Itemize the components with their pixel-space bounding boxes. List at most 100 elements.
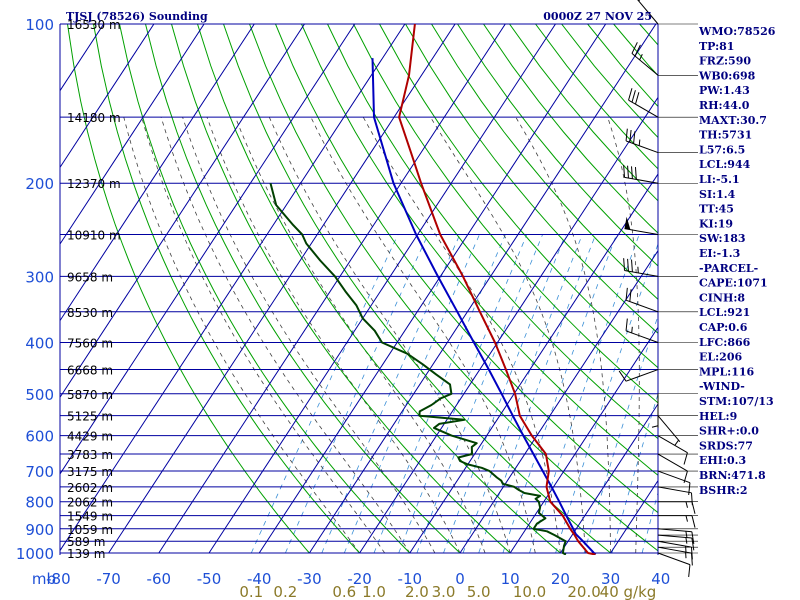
wind-barb <box>618 369 698 382</box>
wind-barb-flag <box>623 164 626 178</box>
mixing-ratio-tick-labels: 0.1 0.2 0.6 1.0 2.0 3.0 5.0 10.0 20.040 g/kg <box>239 583 656 600</box>
wind-barb-half-flag <box>674 439 679 446</box>
index-value: LCL:944 <box>699 158 751 171</box>
mixing-ratio-line <box>343 234 480 554</box>
mixing-ratio-line <box>583 314 658 554</box>
pressure-tick-label: 100 <box>25 16 54 34</box>
index-value: TH:5731 <box>699 129 752 142</box>
wind-barb-flag <box>633 131 636 144</box>
wind-barb-staff <box>657 486 692 494</box>
height-label: 5125 m <box>67 410 113 424</box>
temperature-tick-label: -50 <box>197 570 222 588</box>
wind-barb <box>623 164 698 184</box>
isotherm-line <box>60 24 305 399</box>
wind-barb-flag <box>618 370 627 382</box>
mixing-ratio-line <box>611 392 658 554</box>
index-value: SHR+:0.0 <box>699 425 759 438</box>
temperature-tick-label: 10 <box>501 570 520 588</box>
mixing-ratio-tick-label: 0.2 <box>273 583 297 600</box>
pressure-tick-label: 800 <box>25 494 54 512</box>
wind-barb-flag <box>683 452 688 465</box>
index-value: CINH:8 <box>699 291 745 304</box>
temperature-tick-label: 40 <box>651 570 670 588</box>
index-value: HEL:9 <box>699 410 737 423</box>
wind-barb-flag <box>688 564 691 577</box>
index-value: BRN:471.8 <box>699 469 766 482</box>
wind-barb-staff <box>631 53 659 76</box>
index-value: EL:206 <box>699 351 742 364</box>
parcel-line <box>371 58 597 555</box>
sounding-time: 0000Z 27 NOV 25 <box>543 10 652 23</box>
mixing-ratio-line <box>478 234 597 554</box>
wind-barb <box>637 0 698 25</box>
mixing-ratio-tick-label: 1.0 <box>362 583 386 600</box>
wind-barb <box>657 486 698 506</box>
temperature-tick-label: 0 <box>455 570 465 588</box>
dewpoint-trace <box>269 182 567 555</box>
height-label: 3175 m <box>67 465 113 479</box>
wind-barb-staff <box>625 369 659 382</box>
temperature-tick-label: -10 <box>398 570 423 588</box>
height-label: 16530 m <box>67 18 121 32</box>
pressure-tick-label: 600 <box>25 428 54 446</box>
pressure-tick-label: 300 <box>25 268 54 286</box>
height-label: 8530 m <box>67 306 113 320</box>
moist-adiabat-line <box>362 117 561 554</box>
isobars <box>59 23 659 555</box>
wind-barb-flag <box>691 531 695 545</box>
index-value: TT:45 <box>699 203 734 216</box>
mixing-ratio-line <box>321 234 461 554</box>
index-value: TP:81 <box>699 40 734 53</box>
wind-barb <box>628 88 698 118</box>
wind-barb-staff <box>628 99 659 118</box>
parcel-trace <box>371 58 597 555</box>
moist-adiabat-line <box>515 116 611 553</box>
pressure-tick-label: 700 <box>25 463 54 481</box>
dewpoint-line <box>269 182 567 555</box>
index-value: L57:6.5 <box>699 143 745 156</box>
wind-barb <box>624 216 698 236</box>
isotherm-line <box>208 24 556 554</box>
wind-barb-flag <box>688 482 691 496</box>
index-value: CAPE:1071 <box>699 277 768 290</box>
pressure-tick-label: 1000 <box>16 545 54 563</box>
temperature-tick-label: 30 <box>601 570 620 588</box>
index-value: SW:183 <box>699 232 746 245</box>
temperature-tick-labels: mb-80 -70 -60 -50 -40 -30 -20 -10 0 10 20 30 40 <box>32 570 670 588</box>
isotherm-line <box>359 96 658 554</box>
wind-barb-half-flag <box>685 501 688 508</box>
isotherm-line <box>158 24 506 554</box>
mixing-ratio-line <box>555 242 658 554</box>
isotherm-line <box>60 24 155 169</box>
wind-barb <box>657 435 698 465</box>
pressure-tick-label: 900 <box>25 521 54 539</box>
height-label: 9658 m <box>67 270 113 284</box>
station-title: TJSJ (78526) Sounding <box>66 10 208 23</box>
index-value: EI:-1.3 <box>699 247 740 260</box>
temperature-tick-label: mb <box>32 570 56 588</box>
mixing-ratio-tick-label: 10.0 <box>513 583 546 600</box>
index-value: CAP:0.6 <box>699 321 748 334</box>
wind-barb-flag <box>691 537 695 551</box>
wind-barb-staff <box>657 435 688 454</box>
index-value: RH:44.0 <box>699 99 750 112</box>
wind-barb-flag <box>628 88 633 101</box>
pressure-tick-label: 500 <box>25 386 54 404</box>
wind-barb <box>657 540 698 560</box>
mixing-ratio-tick-label: 0.1 <box>239 583 263 600</box>
moist-adiabat-line <box>268 117 511 554</box>
wind-barb-staff <box>625 140 659 154</box>
index-value: MPL:116 <box>699 365 755 378</box>
wind-barb-flag <box>690 547 693 560</box>
mixing-ratio-tick-label: 40 g/kg <box>600 583 657 600</box>
wind-barb-flag <box>625 287 628 301</box>
isotherm-line <box>108 24 456 554</box>
moist-adiabat-line <box>182 117 436 554</box>
wind-barb-half-flag <box>638 139 641 146</box>
height-label: 1549 m <box>67 510 113 524</box>
temperature-tick-label: -70 <box>96 570 121 588</box>
temperature-tick-label: 20 <box>551 570 570 588</box>
wind-barb-staff <box>657 415 681 443</box>
mixing-ratio-tick-label: 2.0 <box>405 583 429 600</box>
